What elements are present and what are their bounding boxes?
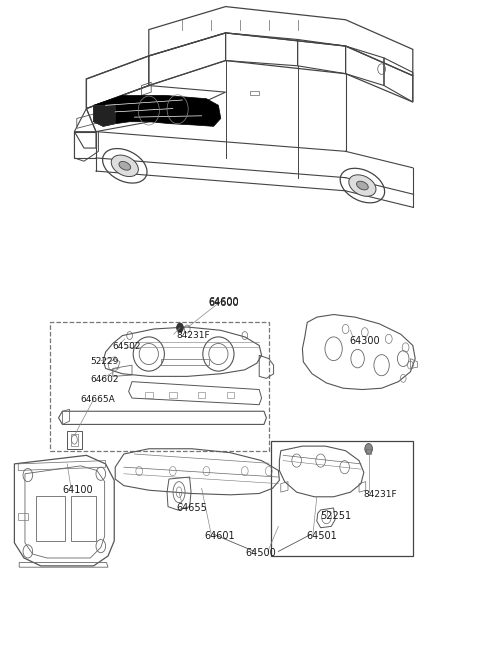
- Ellipse shape: [349, 175, 376, 196]
- Text: 84231F: 84231F: [176, 331, 210, 340]
- Text: 64600: 64600: [208, 297, 239, 307]
- Circle shape: [177, 323, 183, 332]
- Text: 64665A: 64665A: [81, 395, 115, 404]
- Bar: [145, 392, 153, 398]
- Text: 84231F: 84231F: [364, 490, 397, 499]
- Bar: [71, 496, 96, 541]
- Ellipse shape: [357, 181, 368, 190]
- Text: 64601: 64601: [204, 531, 235, 542]
- Text: 52251: 52251: [321, 511, 352, 521]
- Ellipse shape: [111, 155, 138, 176]
- Text: 64100: 64100: [62, 484, 93, 495]
- Bar: [50, 322, 269, 451]
- Polygon shape: [94, 105, 115, 126]
- Text: 64500: 64500: [246, 547, 276, 558]
- Circle shape: [365, 443, 372, 454]
- Text: 64600: 64600: [208, 297, 239, 308]
- Text: 64502: 64502: [112, 342, 141, 351]
- Ellipse shape: [119, 161, 131, 170]
- Text: 64655: 64655: [176, 503, 207, 513]
- Text: 64501: 64501: [306, 531, 337, 542]
- Bar: [271, 441, 413, 556]
- Text: 64602: 64602: [90, 375, 119, 384]
- Text: 64300: 64300: [349, 336, 380, 346]
- Text: 52229: 52229: [90, 357, 119, 367]
- Polygon shape: [94, 95, 221, 126]
- Bar: [198, 392, 205, 398]
- Bar: [36, 496, 65, 541]
- Bar: [227, 392, 234, 398]
- Bar: [169, 392, 177, 398]
